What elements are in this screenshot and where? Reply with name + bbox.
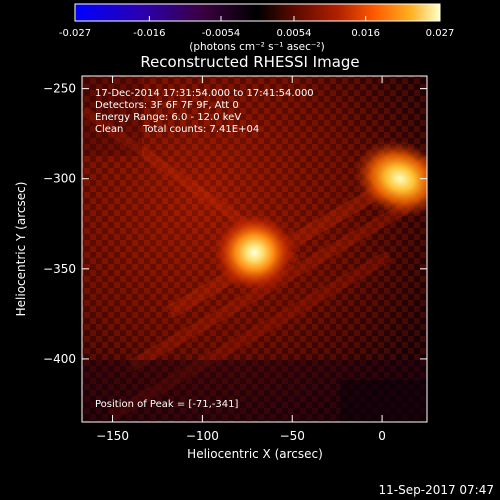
source-secondary [353, 139, 427, 219]
y-axis: −250 −300 −350 −400 [43, 82, 427, 366]
x-tick-label: −50 [280, 429, 305, 443]
x-tick-label: −100 [186, 429, 219, 443]
x-tick-label: −150 [96, 429, 129, 443]
y-tick-label: −350 [43, 262, 76, 276]
y-axis-label: Heliocentric Y (arcsec) [14, 182, 28, 317]
colorbar-tick-label: -0.0054 [202, 28, 241, 39]
y-tick-label: −250 [43, 82, 76, 96]
annotation-peak: Position of Peak = [-71,-341] [95, 399, 239, 410]
x-axis: −150 −100 −50 0 [96, 76, 386, 443]
colorbar-tick-label: 0.016 [351, 28, 380, 39]
colorbar-tick-label: 0.0054 [277, 28, 312, 39]
annotation-clean: Clean [95, 124, 123, 135]
annotation-counts: Total counts: 7.41E+04 [142, 124, 259, 135]
heatmap-image [82, 76, 427, 422]
annotation-time-range: 17-Dec-2014 17:31:54.000 to 17:41:54.000 [95, 88, 314, 99]
source-main [212, 212, 297, 293]
colorbar-tick-label: 0.027 [426, 28, 455, 39]
x-tick-label: 0 [378, 429, 386, 443]
colorbar-tick-label: -0.027 [59, 28, 91, 39]
colorbar-tick-label: -0.016 [133, 28, 165, 39]
annotations: 17-Dec-2014 17:31:54.000 to 17:41:54.000… [95, 88, 314, 410]
plot-frame [81, 75, 428, 423]
annotation-detectors: Detectors: 3F 6F 7F 9F, Att 0 [95, 100, 239, 111]
y-tick-label: −300 [43, 172, 76, 186]
annotation-energy: Energy Range: 6.0 - 12.0 keV [95, 112, 241, 123]
chart-title: Reconstructed RHESSI Image [140, 53, 359, 71]
y-tick-label: −400 [43, 352, 76, 366]
colorbar-units: (photons cm⁻² s⁻¹ asec⁻²) [189, 41, 324, 53]
x-axis-label: Heliocentric X (arcsec) [187, 447, 323, 461]
colorbar-gradient [74, 3, 441, 22]
colorbar-ticks: -0.027 -0.016 -0.0054 0.0054 0.016 0.027 [59, 16, 454, 39]
footer-timestamp: 11-Sep-2017 07:47 [379, 483, 494, 497]
sources [212, 139, 427, 293]
colorbar: -0.027 -0.016 -0.0054 0.0054 0.016 0.027 (pho… [59, 3, 454, 53]
